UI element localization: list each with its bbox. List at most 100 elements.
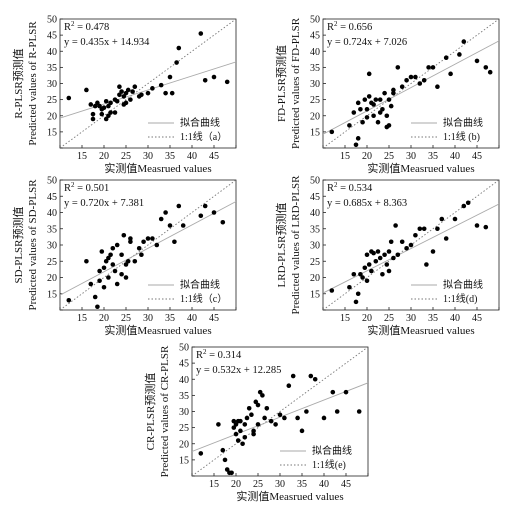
x-tick-label: 25 bbox=[121, 151, 131, 162]
data-point bbox=[457, 52, 462, 57]
data-point bbox=[123, 100, 129, 106]
chart-panel-c: 15 20 25 30 35 40 45 15 20 25 30 35 40 45 50 R2 = 0.501… bbox=[12, 176, 237, 337]
data-point bbox=[273, 422, 278, 427]
data-point bbox=[373, 97, 379, 102]
data-point bbox=[308, 373, 314, 379]
data-point bbox=[125, 87, 131, 93]
data-point bbox=[198, 31, 204, 36]
data-point bbox=[238, 418, 243, 424]
data-point bbox=[329, 288, 335, 293]
data-point bbox=[413, 232, 418, 238]
data-point bbox=[377, 255, 383, 261]
data-point bbox=[128, 97, 133, 102]
x-tick-label: 25 bbox=[121, 313, 131, 324]
data-point bbox=[97, 278, 102, 284]
y-tick-label: 50 bbox=[179, 343, 189, 354]
data-point bbox=[114, 242, 120, 248]
data-point bbox=[106, 103, 111, 109]
data-point bbox=[123, 90, 129, 96]
y-tick-label: 25 bbox=[47, 257, 57, 268]
data-point bbox=[435, 84, 440, 90]
y-tick-label: 40 bbox=[179, 375, 189, 386]
data-point bbox=[366, 71, 372, 77]
fit-equation: y = 0.435x + 14.934 bbox=[64, 37, 150, 48]
legend-fit-label: 拟合曲线 bbox=[443, 116, 483, 129]
y-tick-label: 20 bbox=[47, 111, 57, 122]
data-point bbox=[366, 94, 372, 99]
data-point bbox=[139, 92, 144, 98]
y-tick-label: 45 bbox=[310, 192, 320, 203]
data-point bbox=[224, 467, 230, 472]
data-point bbox=[364, 115, 370, 120]
data-point bbox=[110, 262, 116, 267]
data-point bbox=[106, 275, 111, 280]
data-point bbox=[145, 90, 151, 96]
fit-line bbox=[323, 40, 499, 135]
y-tick-label: 20 bbox=[310, 273, 320, 284]
data-point bbox=[282, 415, 287, 421]
x-tick-label: 25 bbox=[384, 151, 394, 162]
data-point bbox=[103, 98, 109, 104]
data-point bbox=[128, 236, 133, 241]
data-point bbox=[198, 213, 204, 219]
data-point bbox=[150, 236, 155, 241]
data-point bbox=[112, 268, 118, 274]
data-point bbox=[95, 100, 100, 106]
legend-fit-label: 拟合曲线 bbox=[312, 444, 352, 457]
data-point bbox=[364, 107, 370, 112]
y-tick-label: 30 bbox=[47, 241, 57, 252]
data-point bbox=[90, 111, 96, 117]
data-point bbox=[101, 284, 107, 290]
data-point bbox=[290, 373, 296, 379]
fit-line bbox=[60, 61, 236, 119]
data-point bbox=[371, 250, 376, 256]
r-squared-text: R2 = 0.534 bbox=[327, 181, 373, 194]
data-point bbox=[233, 431, 239, 437]
data-point bbox=[355, 291, 361, 297]
y-tick-label: 40 bbox=[47, 208, 57, 219]
y-axis-label-cn: CR-PLSR预测值 bbox=[144, 373, 157, 451]
data-point bbox=[355, 100, 361, 106]
data-point bbox=[443, 55, 449, 60]
data-point bbox=[404, 245, 409, 251]
y-tick-label: 25 bbox=[179, 423, 189, 434]
x-tick-label: 20 bbox=[362, 151, 372, 162]
chart-panel-e: 15 20 25 30 35 40 45 15 20 25 30 35 40 45 50 R2 = 0.314… bbox=[144, 343, 369, 503]
data-point bbox=[216, 422, 221, 427]
data-point bbox=[108, 100, 113, 106]
data-point bbox=[121, 94, 127, 99]
r-squared-text: R2 = 0.314 bbox=[196, 348, 242, 361]
reference-line-1-1 bbox=[323, 19, 499, 148]
data-point bbox=[244, 415, 250, 421]
x-tick-label: 20 bbox=[99, 151, 109, 162]
data-point bbox=[121, 232, 127, 238]
data-point bbox=[343, 389, 349, 395]
data-point bbox=[353, 142, 359, 148]
data-point bbox=[329, 129, 335, 135]
data-point bbox=[198, 451, 204, 456]
data-point bbox=[395, 252, 401, 258]
data-point bbox=[154, 242, 160, 248]
data-point bbox=[123, 262, 129, 267]
data-point bbox=[119, 252, 124, 258]
y-tick-label: 35 bbox=[310, 63, 320, 74]
data-point bbox=[358, 107, 363, 112]
r-squared-text: R2 = 0.478 bbox=[64, 20, 109, 33]
data-point bbox=[97, 268, 102, 274]
x-tick-label: 35 bbox=[165, 151, 175, 162]
data-point bbox=[362, 265, 368, 271]
x-tick-label: 15 bbox=[340, 151, 350, 162]
data-point bbox=[417, 81, 423, 86]
data-point bbox=[386, 268, 392, 274]
data-point bbox=[249, 412, 254, 418]
fit-equation: y = 0.724x + 7.026 bbox=[327, 37, 407, 48]
data-point bbox=[408, 242, 414, 248]
data-point bbox=[474, 223, 480, 228]
data-point bbox=[364, 252, 370, 258]
data-point bbox=[262, 415, 267, 421]
data-point bbox=[233, 422, 239, 427]
y-tick-label: 30 bbox=[47, 79, 57, 90]
data-point bbox=[435, 226, 440, 232]
data-point bbox=[110, 245, 116, 251]
x-tick-label: 30 bbox=[406, 151, 416, 162]
